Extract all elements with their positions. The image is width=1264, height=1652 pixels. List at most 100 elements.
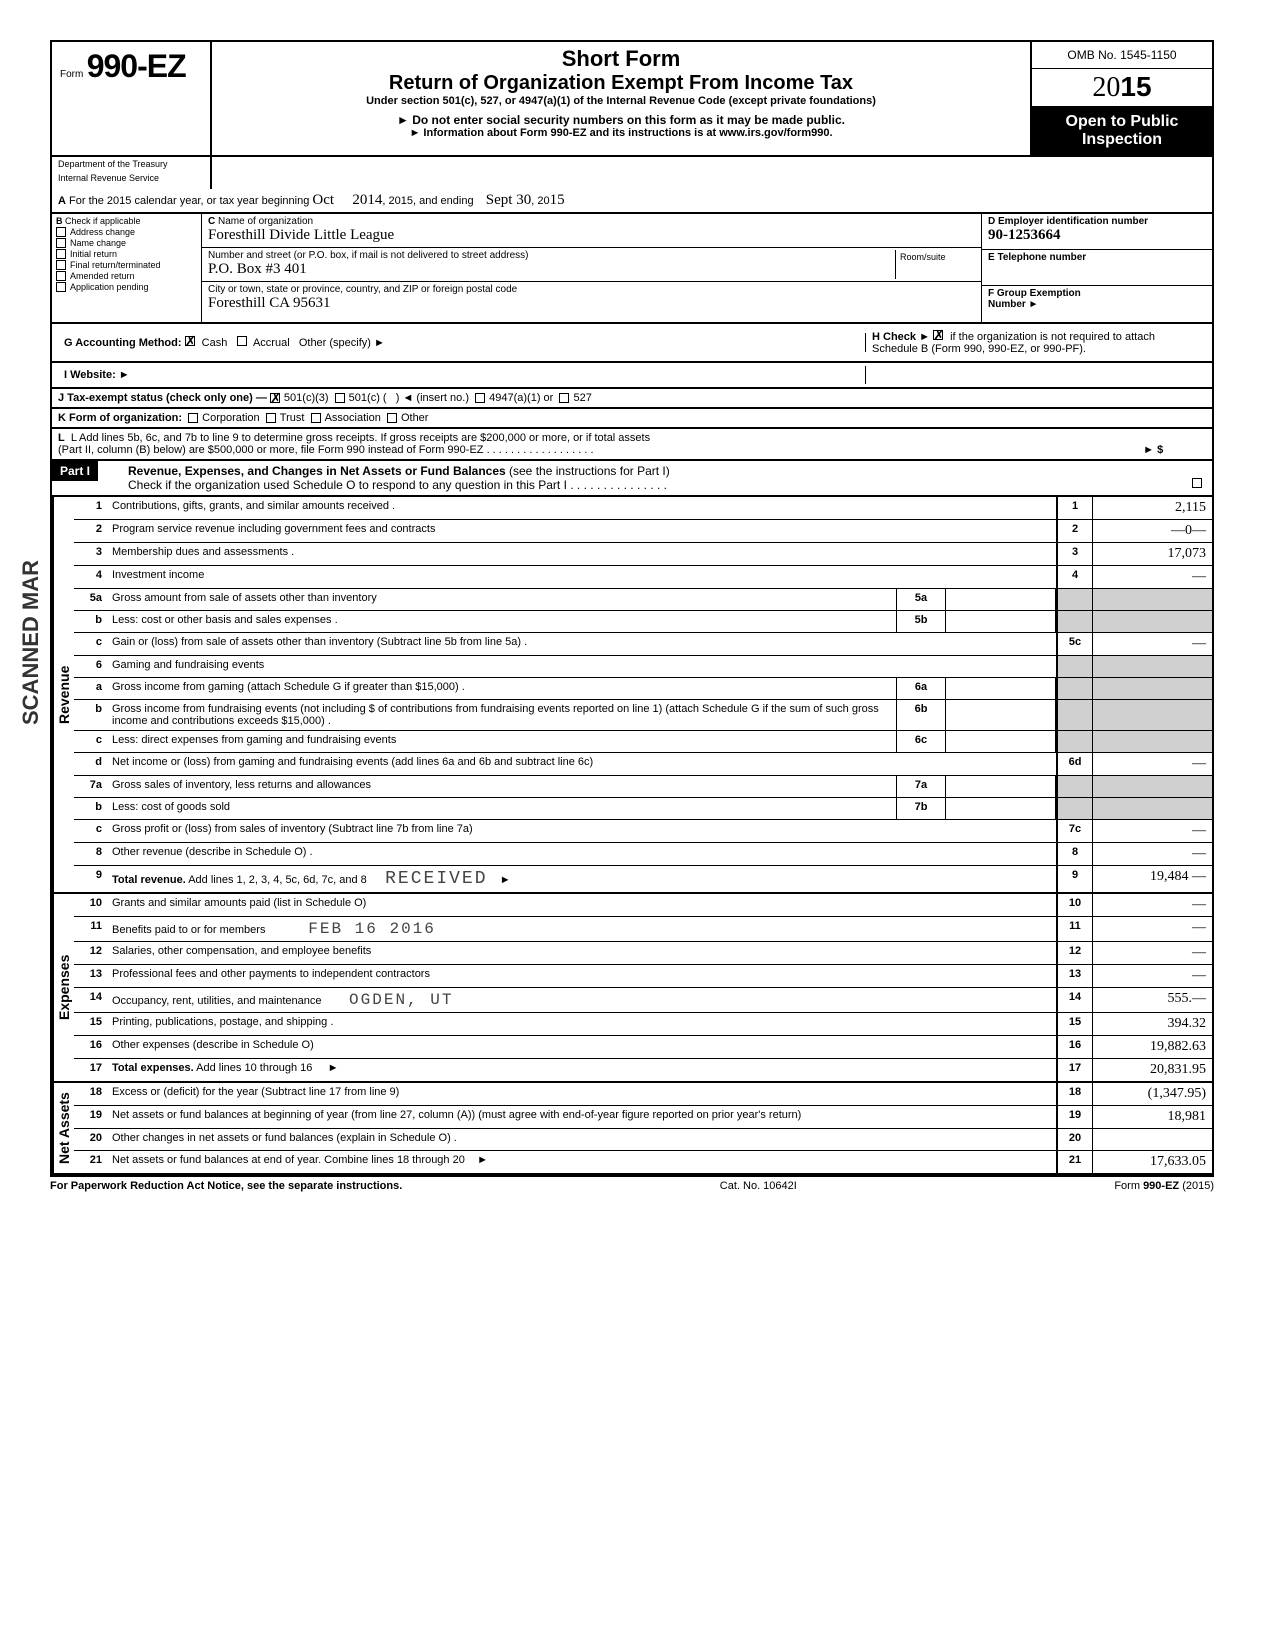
- c-addr-field[interactable]: Number and street (or P.O. box, if mail …: [202, 248, 981, 282]
- ln-box-shaded: [1056, 731, 1092, 752]
- check-final-return[interactable]: Final return/terminated: [56, 260, 197, 270]
- ln-val[interactable]: —: [1092, 566, 1212, 588]
- ln-val[interactable]: —: [1092, 633, 1212, 655]
- check-address-change[interactable]: Address change: [56, 227, 197, 237]
- ln-val[interactable]: —: [1092, 894, 1212, 916]
- subtitle: Under section 501(c), 527, or 4947(a)(1)…: [222, 95, 1020, 107]
- c-city-field[interactable]: City or town, state or province, country…: [202, 282, 981, 316]
- ln-no: 10: [74, 894, 108, 916]
- expenses-section: Expenses 10 Grants and similar amounts p…: [50, 894, 1214, 1083]
- ln-val[interactable]: 17,633.05: [1092, 1151, 1212, 1173]
- check-other-org[interactable]: [387, 413, 397, 423]
- ln-val[interactable]: 20,831.95: [1092, 1059, 1212, 1081]
- b-check-label: Check if applicable: [65, 216, 141, 226]
- line-5c: c Gain or (loss) from sale of assets oth…: [74, 633, 1212, 656]
- c-name-field[interactable]: C Name of organization Foresthill Divide…: [202, 214, 981, 248]
- ln-val[interactable]: [1092, 1129, 1212, 1150]
- ln-val[interactable]: 19,484 —: [1092, 866, 1212, 892]
- public-line1: Open to Public: [1036, 113, 1208, 131]
- ln-desc: Excess or (deficit) for the year (Subtra…: [108, 1083, 1056, 1105]
- ln-desc: Contributions, gifts, grants, and simila…: [108, 497, 1056, 519]
- check-association[interactable]: [311, 413, 321, 423]
- check-initial-return[interactable]: Initial return: [56, 249, 197, 259]
- ln-subbox: 6a: [896, 678, 946, 699]
- check-501c[interactable]: [335, 393, 345, 403]
- row-a-20: , 20: [531, 195, 549, 207]
- check-4947[interactable]: [475, 393, 485, 403]
- line-2: 2 Program service revenue including gove…: [74, 520, 1212, 543]
- ln-val[interactable]: (1,347.95): [1092, 1083, 1212, 1105]
- check-application-pending[interactable]: Application pending: [56, 282, 197, 292]
- line-3: 3 Membership dues and assessments . 3 17…: [74, 543, 1212, 566]
- ln-box: 14: [1056, 988, 1092, 1012]
- row-a-text: For the 2015 calendar year, or tax year …: [69, 195, 309, 207]
- ln-val[interactable]: 18,981: [1092, 1106, 1212, 1128]
- ln-desc: Gaming and fundraising events: [108, 656, 1056, 677]
- check-corporation[interactable]: [188, 413, 198, 423]
- f-group-exemption[interactable]: F Group Exemption Number ►: [982, 286, 1212, 322]
- ln-val[interactable]: —: [1092, 843, 1212, 865]
- check-schedule-o-part1[interactable]: [1192, 478, 1202, 488]
- ln-desc: Salaries, other compensation, and employ…: [108, 942, 1056, 964]
- ln-val[interactable]: —: [1092, 820, 1212, 842]
- part1-title: Revenue, Expenses, and Changes in Net As…: [128, 464, 506, 478]
- line-7b: b Less: cost of goods sold 7b: [74, 798, 1212, 820]
- part1-paren: (see the instructions for Part I): [509, 464, 670, 478]
- ln-desc: Net assets or fund balances at beginning…: [108, 1106, 1056, 1128]
- ln-val-shaded: [1092, 776, 1212, 797]
- d-ein-field[interactable]: D Employer identification number 90-1253…: [982, 214, 1212, 250]
- check-name-change[interactable]: Name change: [56, 238, 197, 248]
- ln-subbox: 7a: [896, 776, 946, 797]
- org-city-hand: Foresthill CA 95631: [208, 295, 331, 311]
- ln-subval[interactable]: [946, 731, 1056, 752]
- check-schedule-b[interactable]: [933, 330, 943, 340]
- ln-subval[interactable]: [946, 700, 1056, 730]
- check-accrual[interactable]: [237, 336, 247, 346]
- ln-subval[interactable]: [946, 798, 1056, 819]
- open-to-public: Open to Public Inspection: [1032, 107, 1212, 155]
- check-trust[interactable]: [266, 413, 276, 423]
- ln-val[interactable]: 17,073: [1092, 543, 1212, 565]
- check-527[interactable]: [559, 393, 569, 403]
- ln-val[interactable]: 394.32: [1092, 1013, 1212, 1035]
- e-telephone-field[interactable]: E Telephone number: [982, 250, 1212, 286]
- ln-val[interactable]: 2,115: [1092, 497, 1212, 519]
- ln-subval[interactable]: [946, 589, 1056, 610]
- ln-no: b: [74, 700, 108, 730]
- header-right: OMB No. 1545-1150 2015 Open to Public In…: [1032, 42, 1212, 155]
- ln-val[interactable]: 555.—: [1092, 988, 1212, 1012]
- check-501c3[interactable]: [270, 393, 280, 403]
- label-a: A: [58, 195, 66, 207]
- ln-no: 18: [74, 1083, 108, 1105]
- l-text2: (Part II, column (B) below) are $500,000…: [58, 444, 1143, 456]
- omb-number: OMB No. 1545-1150: [1032, 42, 1212, 69]
- ln-subval[interactable]: [946, 776, 1056, 797]
- opt-assoc: Association: [325, 412, 381, 424]
- ln-no: 12: [74, 942, 108, 964]
- ln-subval[interactable]: [946, 611, 1056, 632]
- check-amended-return[interactable]: Amended return: [56, 271, 197, 281]
- revenue-section: Revenue 1 Contributions, gifts, grants, …: [50, 497, 1214, 894]
- line-6b: b Gross income from fundraising events (…: [74, 700, 1212, 731]
- ln-desc: Gain or (loss) from sale of assets other…: [108, 633, 1056, 655]
- accrual-label: Accrual: [253, 337, 290, 349]
- ln-subbox: 5b: [896, 611, 946, 632]
- label-i: I Website: ►: [64, 369, 130, 381]
- footer-left: For Paperwork Reduction Act Notice, see …: [50, 1180, 402, 1192]
- line-10: 10 Grants and similar amounts paid (list…: [74, 894, 1212, 917]
- ln-val[interactable]: 19,882.63: [1092, 1036, 1212, 1058]
- ln-val[interactable]: —: [1092, 965, 1212, 987]
- ln-val[interactable]: —: [1092, 753, 1212, 775]
- ln-val[interactable]: —0—: [1092, 520, 1212, 542]
- line-19: 19 Net assets or fund balances at beginn…: [74, 1106, 1212, 1129]
- ln-desc: Less: direct expenses from gaming and fu…: [108, 731, 896, 752]
- ln-val[interactable]: —: [1092, 917, 1212, 941]
- revenue-label: Revenue: [52, 497, 74, 892]
- ln-desc: Investment income: [108, 566, 1056, 588]
- room-suite[interactable]: Room/suite: [895, 250, 975, 279]
- check-cash[interactable]: [185, 336, 195, 346]
- ln-val-shaded: [1092, 678, 1212, 699]
- ln-subval[interactable]: [946, 678, 1056, 699]
- ln-val[interactable]: —: [1092, 942, 1212, 964]
- row-i-left[interactable]: I Website: ►: [58, 366, 866, 384]
